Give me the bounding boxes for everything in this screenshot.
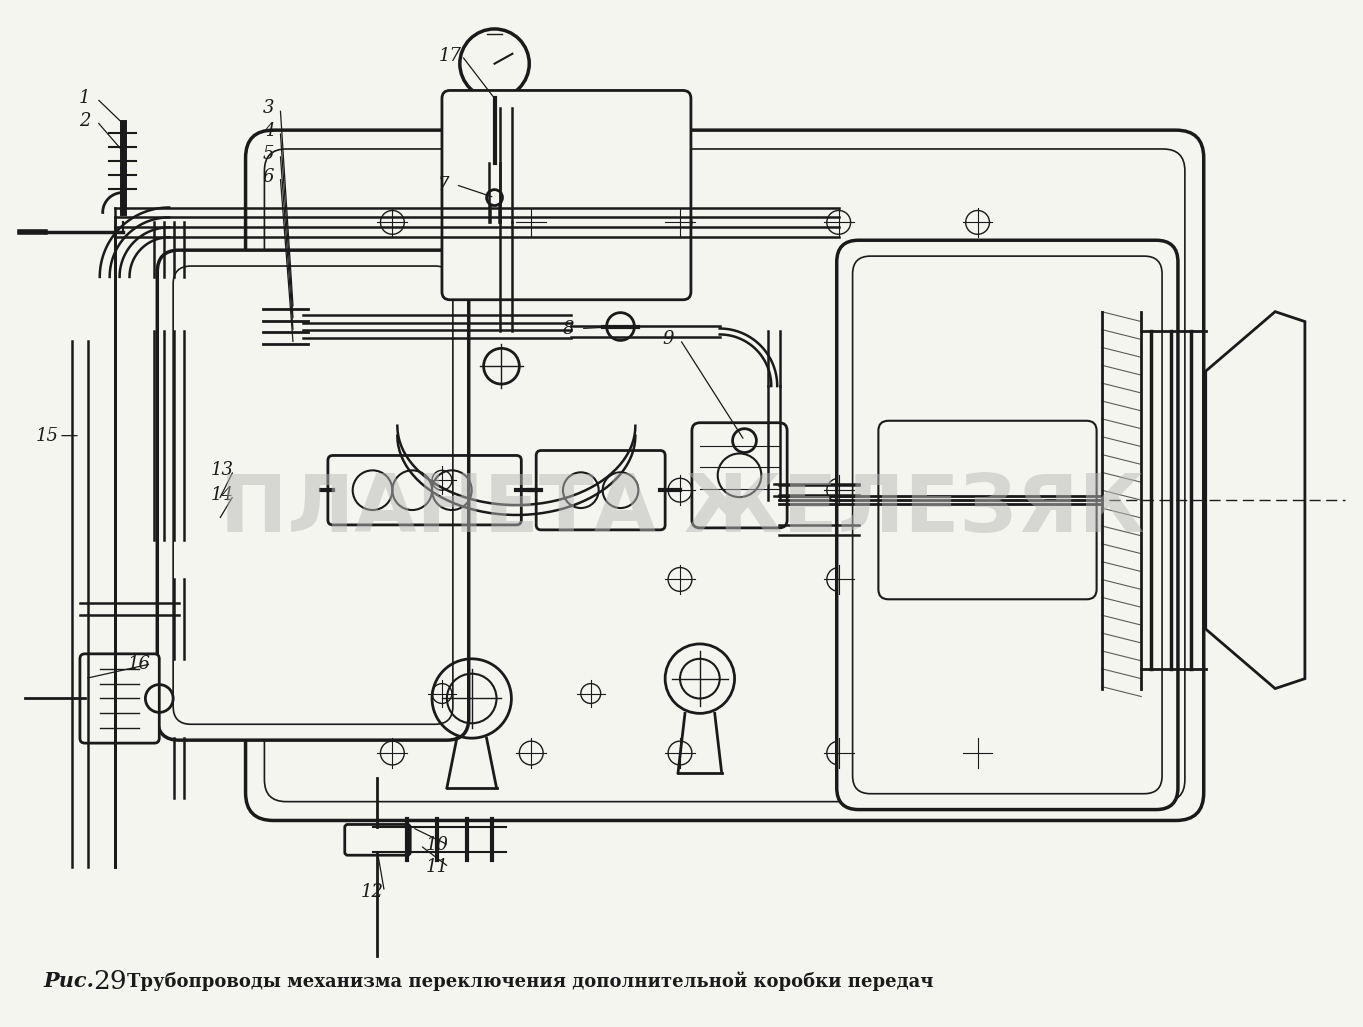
Text: Рис.: Рис.: [44, 972, 94, 991]
Text: 2: 2: [79, 112, 90, 130]
Text: 1: 1: [79, 89, 90, 108]
Text: 7: 7: [438, 176, 450, 194]
Text: 13: 13: [210, 461, 233, 480]
Text: 6: 6: [263, 167, 274, 186]
FancyBboxPatch shape: [157, 251, 469, 740]
Text: ПЛАНЕТА ЖЕЛЕЗЯК: ПЛАНЕТА ЖЕЛЕЗЯК: [219, 471, 1144, 549]
Text: 4: 4: [263, 122, 274, 140]
FancyBboxPatch shape: [245, 130, 1204, 821]
FancyBboxPatch shape: [80, 654, 159, 744]
FancyBboxPatch shape: [837, 240, 1178, 809]
Text: 5: 5: [263, 145, 274, 163]
Text: 17: 17: [439, 47, 462, 65]
Text: Трубопроводы механизма переключения дополнительной коробки передач: Трубопроводы механизма переключения допо…: [127, 972, 932, 991]
Text: 15: 15: [35, 426, 59, 445]
Text: 12: 12: [361, 883, 384, 901]
Text: 3: 3: [263, 100, 274, 117]
Text: 29: 29: [93, 968, 127, 994]
FancyBboxPatch shape: [442, 90, 691, 300]
Text: 11: 11: [425, 859, 448, 876]
Text: 14: 14: [210, 486, 233, 504]
Text: 16: 16: [128, 655, 151, 673]
Text: 10: 10: [425, 836, 448, 854]
Text: 8: 8: [563, 319, 575, 338]
Text: 9: 9: [662, 331, 673, 348]
